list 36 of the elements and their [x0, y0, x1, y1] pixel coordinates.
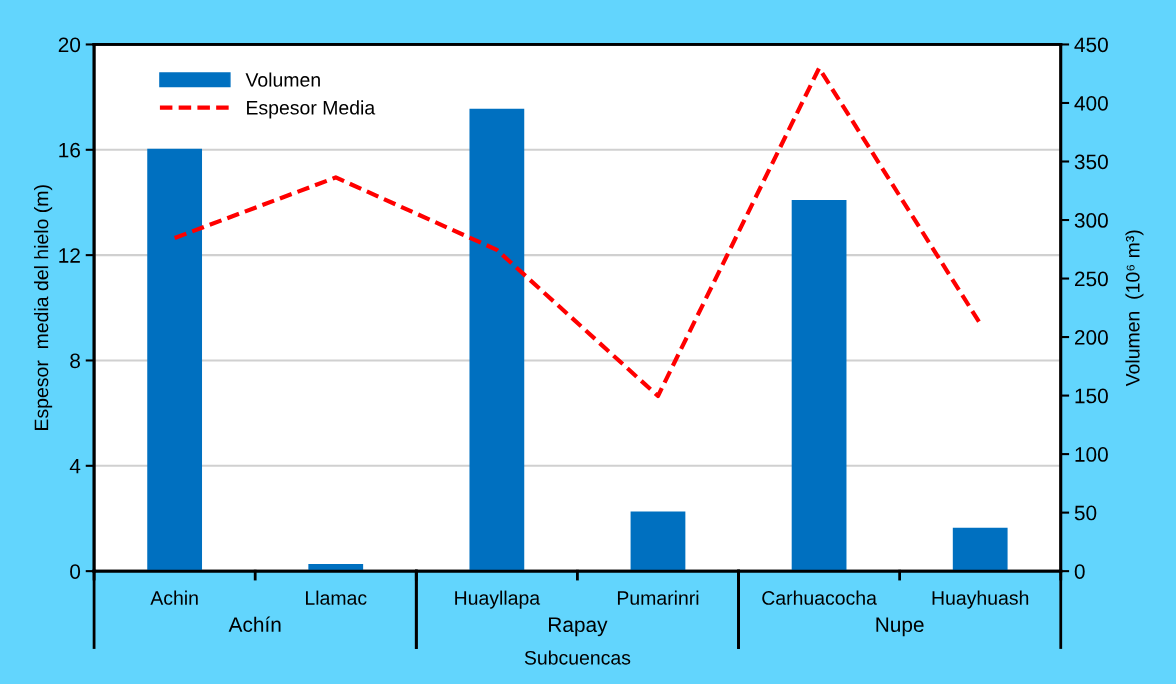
y2-tick-label: 250	[1074, 271, 1108, 287]
text: Rapay	[549, 617, 608, 637]
bar	[630, 511, 686, 572]
x-tick-label: Pumarinri	[617, 590, 699, 605]
y2-tick-label: 50	[1074, 505, 1097, 521]
y2-tick-label: 100	[1075, 447, 1108, 462]
bar	[791, 200, 847, 572]
text: Achín	[228, 616, 281, 633]
y-tick-label: 4	[69, 459, 81, 474]
y-axis-title: Espesor media del hielo (m)	[34, 185, 53, 430]
y2-tick-label: 350	[1074, 154, 1108, 170]
x-axis-title: Subcuencas	[524, 650, 631, 665]
x-tick-label: Llamac	[306, 590, 367, 605]
legend-label: Volumen	[245, 72, 320, 87]
y-tick-label: 12	[59, 248, 80, 263]
y2-tick-label: 150	[1075, 388, 1108, 404]
y-tick-label: 16	[59, 142, 80, 158]
text: Nupe	[876, 617, 924, 637]
y2-tick-label: 400	[1074, 95, 1108, 111]
y2-tick-label: 0	[1074, 564, 1085, 579]
x-tick-label: Carhuacocha	[762, 590, 877, 605]
y2-tick-label: 200	[1074, 330, 1108, 345]
y-tick-label: 20	[58, 37, 81, 53]
y2-tick-label: 300	[1074, 213, 1108, 228]
y-tick-label: 0	[70, 564, 81, 579]
x-tick-label: Huayllapa	[455, 590, 541, 609]
y2-axis-title: Volumen (10⁶ m³)	[1125, 230, 1144, 387]
x-tick-label: Achin	[150, 590, 198, 605]
bar	[469, 108, 525, 572]
y-tick-label: 8	[70, 353, 80, 369]
x-tick-label: Huayhuash	[932, 590, 1029, 609]
y2-tick-label: 450	[1074, 37, 1108, 53]
line-series	[172, 66, 983, 399]
bar	[147, 148, 203, 572]
bar	[952, 527, 1008, 572]
legend-label: Espesor Media	[247, 100, 376, 119]
